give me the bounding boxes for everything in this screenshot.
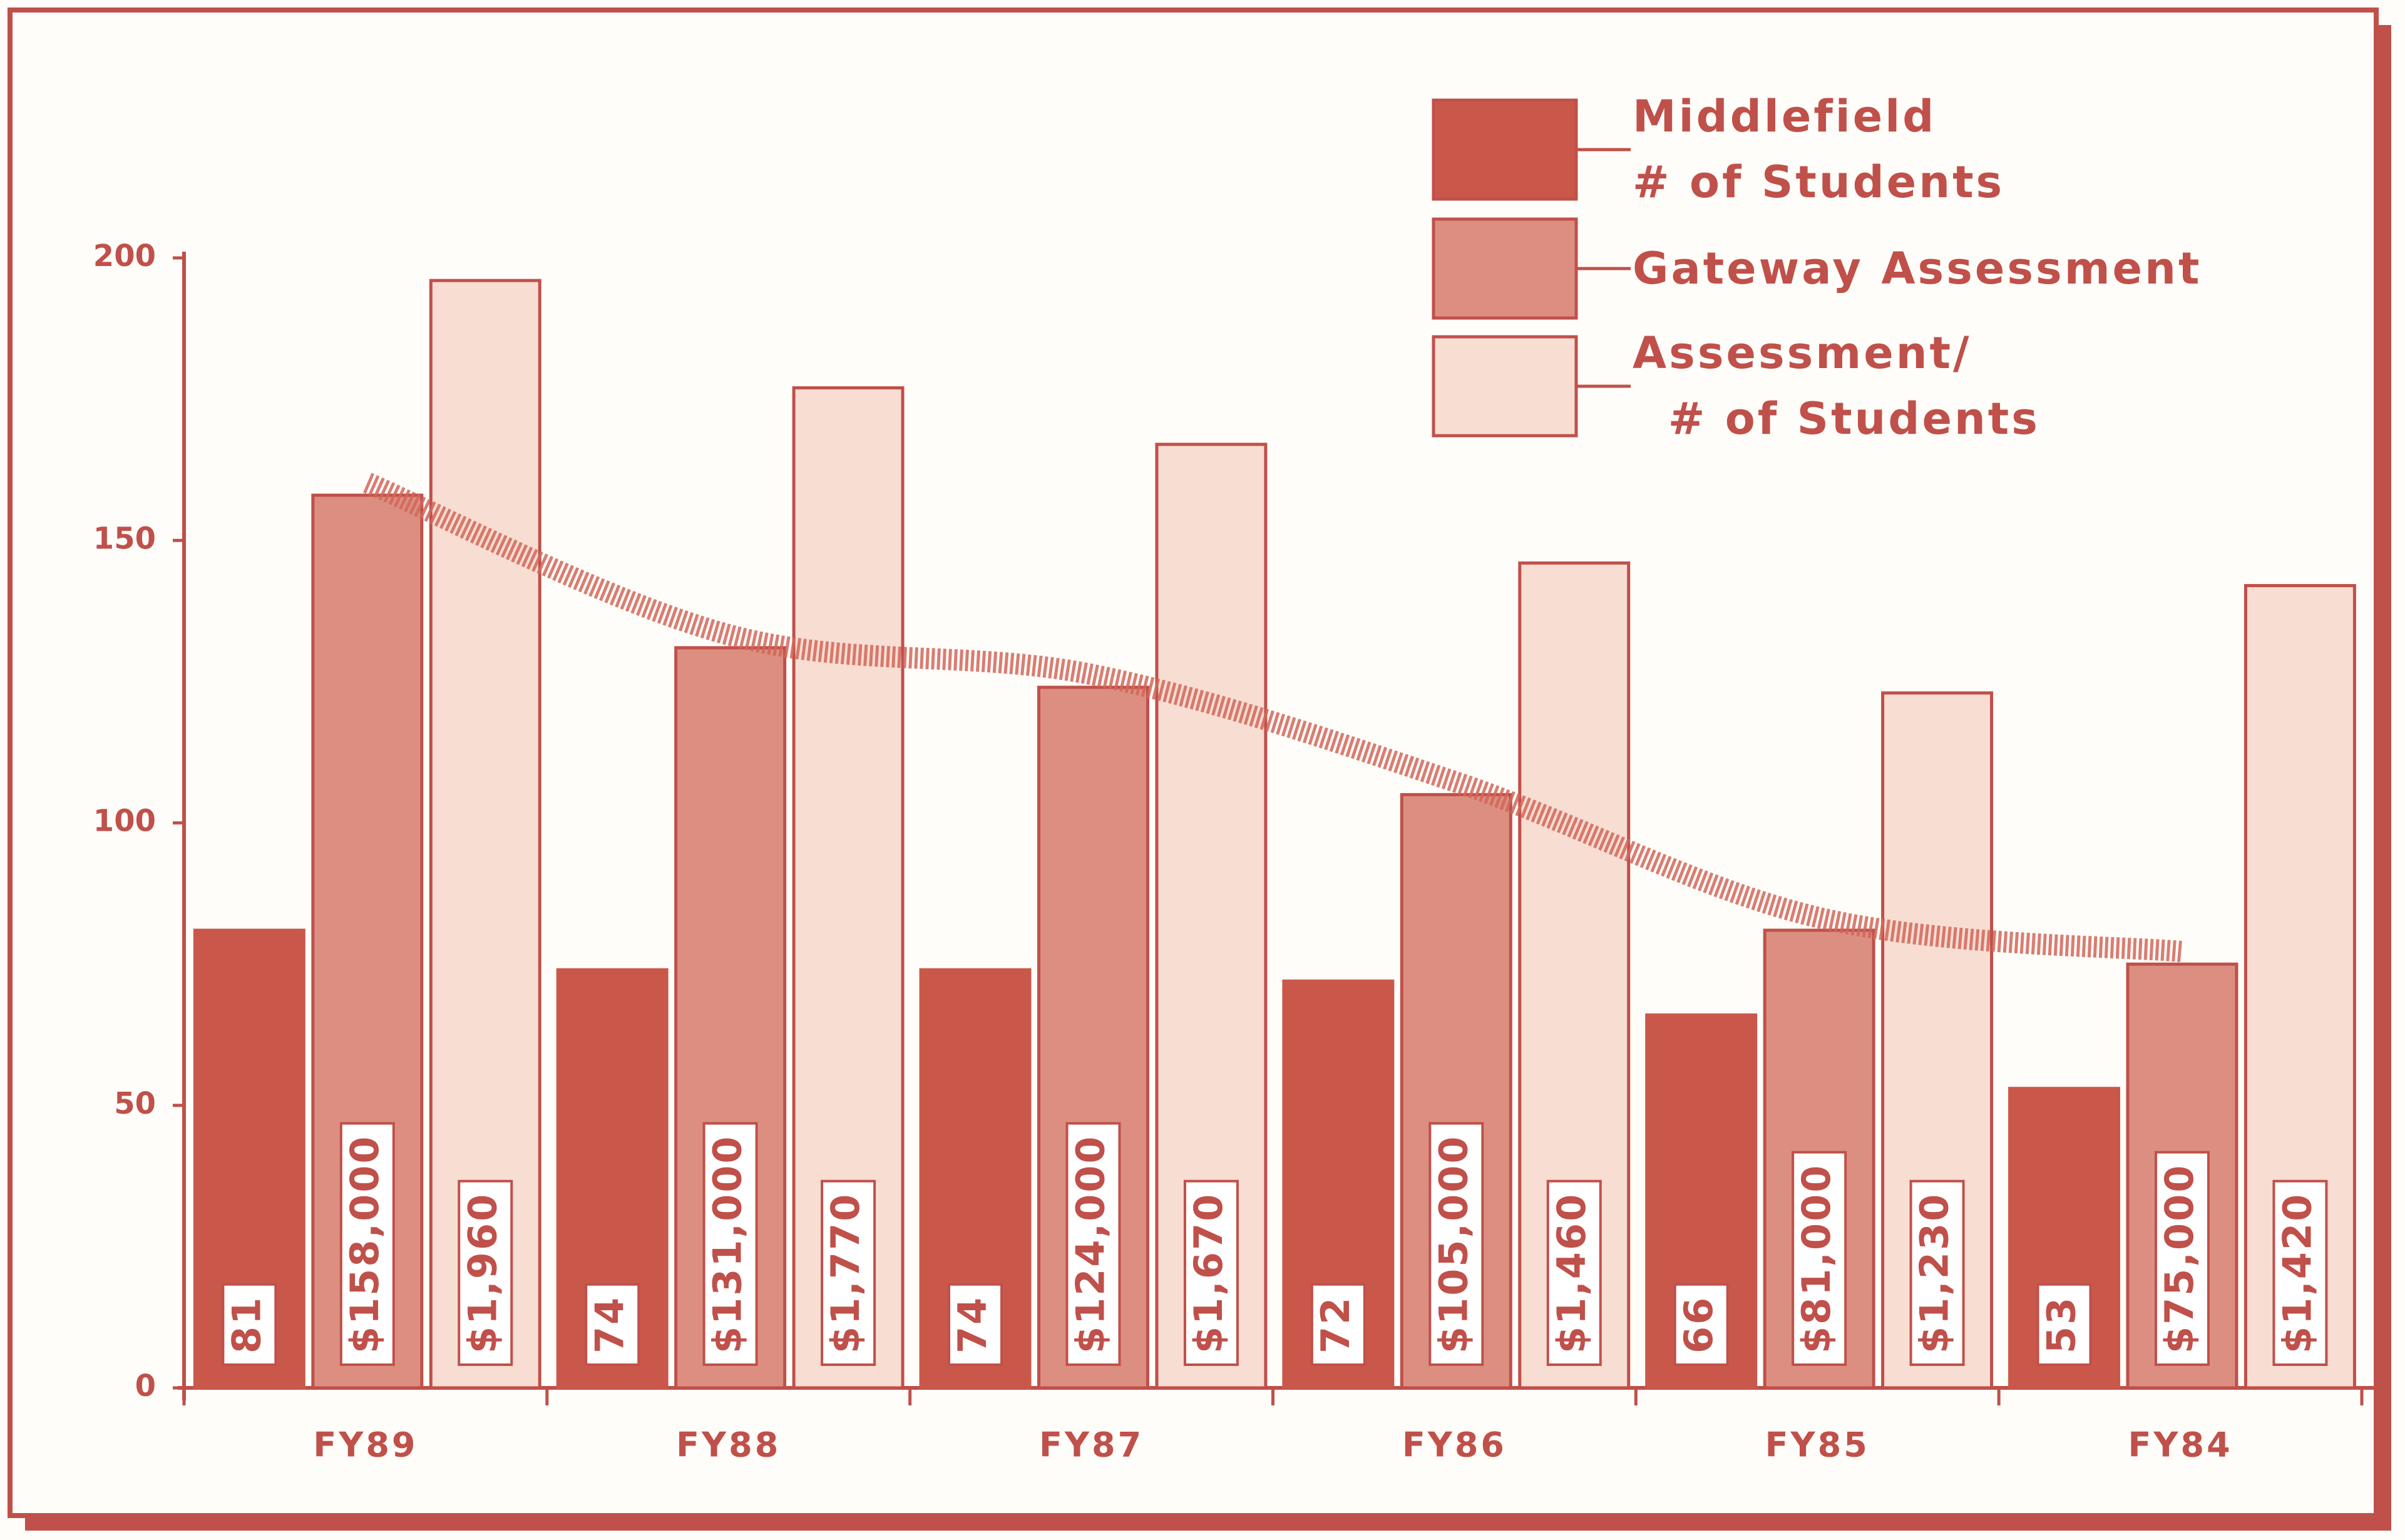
bar [1881, 691, 1994, 1390]
legend-label: Assessment/ # of Students [1633, 327, 2040, 444]
y-tick-label: 100 [93, 804, 156, 839]
value-label: $124,000 [1068, 1134, 1114, 1353]
y-tick-label: 150 [93, 521, 156, 556]
legend-item: Gateway Assessment [1633, 242, 2202, 294]
value-label-box [222, 1283, 277, 1366]
value-label-group: 53 [2036, 1283, 2092, 1366]
value-label: 72 [1313, 1296, 1358, 1353]
y-tick-label: 0 [135, 1368, 156, 1404]
legend-label: Gateway Assessment [1633, 242, 2202, 294]
value-label-group: $81,000 [1792, 1151, 1847, 1366]
y-tick-label: 50 [114, 1086, 156, 1121]
value-label-group: $131,000 [702, 1122, 758, 1366]
value-label: 74 [587, 1296, 632, 1353]
value-label: $105,000 [1430, 1134, 1476, 1353]
trend-line [363, 473, 2183, 963]
value-label-box [2154, 1151, 2210, 1366]
value-label: 66 [1676, 1296, 1721, 1353]
legend-swatch [1432, 98, 1578, 201]
value-label: 74 [950, 1296, 995, 1353]
value-label-group: $1,670 [1183, 1179, 1239, 1366]
value-label: $158,000 [342, 1134, 387, 1353]
legend-label: Middlefield # of Students [1633, 91, 2005, 208]
value-label-box [2272, 1179, 2328, 1366]
value-label-group: $1,960 [458, 1179, 513, 1366]
legend-swatch [1432, 217, 1578, 320]
value-label: $1,420 [2275, 1193, 2320, 1353]
value-label-group: 74 [948, 1283, 1003, 1366]
y-tick-label: 200 [93, 239, 156, 274]
legend-item: Middlefield # of Students [1633, 91, 2005, 208]
value-label: $1,960 [459, 1193, 505, 1353]
value-label: 81 [223, 1296, 269, 1353]
value-label: $131,000 [705, 1134, 751, 1353]
value-label-group: $1,420 [2272, 1179, 2328, 1366]
value-label-box [458, 1179, 513, 1366]
x-tick-label: FY88 [676, 1425, 781, 1465]
value-label-group: 81 [222, 1283, 277, 1366]
value-label-group: $105,000 [1428, 1122, 1484, 1366]
value-label-box [339, 1122, 395, 1366]
value-label: $75,000 [2156, 1164, 2202, 1353]
value-label-box [702, 1122, 758, 1366]
legend-item: Assessment/ # of Students [1633, 327, 2040, 444]
bar [919, 968, 1032, 1390]
value-label: $1,230 [1912, 1193, 1957, 1353]
value-label-box [1792, 1151, 1847, 1366]
value-label-box [1183, 1179, 1239, 1366]
value-label-group: $1,230 [1909, 1179, 1965, 1366]
x-tick-label: FY89 [313, 1425, 418, 1465]
value-label-box [1673, 1283, 1729, 1366]
value-label-group: $124,000 [1065, 1122, 1121, 1366]
value-label-box [1065, 1122, 1121, 1366]
value-label-box [1428, 1122, 1484, 1366]
x-tick-label: FY86 [1402, 1425, 1507, 1465]
legend-swatch [1432, 335, 1578, 438]
value-label-box [2036, 1283, 2092, 1366]
value-label-group: $1,460 [1546, 1179, 1602, 1366]
value-label: $1,460 [1549, 1193, 1594, 1353]
value-label-box [1546, 1179, 1602, 1366]
value-label-box [948, 1283, 1003, 1366]
value-label-box [1310, 1283, 1366, 1366]
value-label-group: 66 [1673, 1283, 1729, 1366]
value-label-box [1909, 1179, 1965, 1366]
value-label: $1,770 [823, 1193, 868, 1353]
value-label-group: 74 [585, 1283, 640, 1366]
x-tick-label: FY84 [2128, 1425, 2233, 1465]
value-label: $1,670 [1186, 1193, 1231, 1353]
value-label: 53 [2039, 1296, 2085, 1353]
value-label-group: $1,770 [821, 1179, 876, 1366]
value-label-box [585, 1283, 640, 1366]
value-label-box [821, 1179, 876, 1366]
value-label-group: $158,000 [339, 1122, 395, 1366]
x-tick-label: FY87 [1039, 1425, 1144, 1465]
value-label-group: $75,000 [2154, 1151, 2210, 1366]
value-label-group: 72 [1310, 1283, 1366, 1366]
value-label: $81,000 [1793, 1164, 1839, 1353]
bar [1400, 793, 1512, 1390]
bar [1037, 685, 1149, 1390]
x-tick-label: FY85 [1765, 1425, 1870, 1465]
